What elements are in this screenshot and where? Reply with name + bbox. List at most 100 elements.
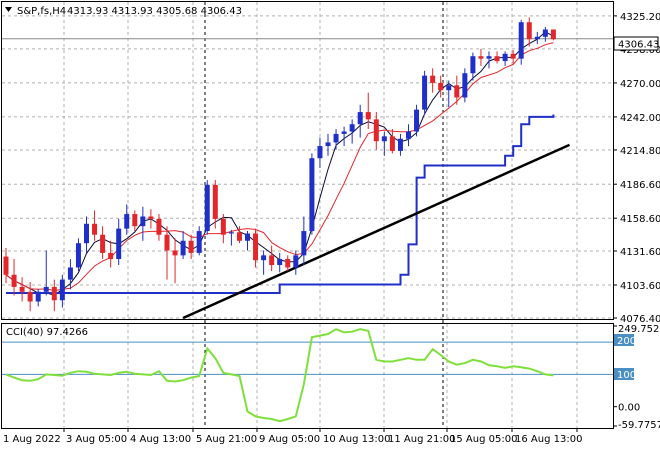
current-price-label: 4306.43 xyxy=(618,40,659,51)
candle-body xyxy=(325,142,331,147)
candle-body xyxy=(494,56,500,62)
time-tick-label: 5 Aug 21:00 xyxy=(196,434,257,445)
candle-body xyxy=(389,136,395,151)
cci-series xyxy=(5,328,554,423)
candle-body xyxy=(228,232,234,234)
candle-body xyxy=(43,286,49,292)
candle-body xyxy=(502,53,508,62)
price-tick-label: 4158.60 xyxy=(620,214,660,225)
cci-level-100-label: 100 xyxy=(617,370,636,381)
cci-level-200-label: 200 xyxy=(617,336,636,347)
cci-tick-label: -59.7757 xyxy=(618,420,660,431)
candle-body xyxy=(253,233,259,261)
candle-body xyxy=(156,218,162,235)
time-tick-label: 15 Aug 05:00 xyxy=(450,434,517,445)
candle-body xyxy=(406,131,411,139)
current-price-tag xyxy=(613,36,659,51)
candle-body xyxy=(92,223,98,235)
cci-level-200-tag xyxy=(614,334,634,346)
time-tick-label: 1 Aug 2022 xyxy=(3,434,61,445)
candle-body xyxy=(11,274,17,287)
candle-body xyxy=(84,223,89,244)
candle-body xyxy=(3,256,9,275)
candle-body xyxy=(534,36,540,40)
cci-label: CCI(40) 97.4266 xyxy=(6,327,88,338)
candle-body xyxy=(349,124,355,132)
candle-body xyxy=(75,243,81,268)
candle-body xyxy=(478,56,484,59)
dropdown-triangle-icon[interactable] xyxy=(5,7,12,12)
candle-body xyxy=(317,146,323,159)
candle-body xyxy=(19,286,25,292)
cci-level-100-tag xyxy=(614,368,634,380)
candle-body xyxy=(164,234,170,251)
time-tick-label: 4 Aug 13:00 xyxy=(130,434,191,445)
candle-body xyxy=(293,255,299,268)
price-tick-label: 4242.00 xyxy=(620,113,660,124)
ohlc-header: 4313.93 4313.93 4305.68 4306.43 xyxy=(67,6,242,17)
candle-body xyxy=(35,291,41,302)
candle-body xyxy=(180,240,186,256)
candle-body xyxy=(309,158,315,232)
candle-body xyxy=(550,29,556,40)
candle-body xyxy=(116,228,122,259)
candle-body xyxy=(422,75,428,110)
candle-body xyxy=(373,119,379,142)
candle-body xyxy=(462,73,468,98)
slow-moving-average xyxy=(5,42,554,292)
candle-body xyxy=(51,286,57,301)
candle-body xyxy=(542,29,548,37)
candle-body xyxy=(59,279,65,301)
candle-body xyxy=(486,56,492,59)
candles xyxy=(3,17,556,312)
candle-body xyxy=(148,216,154,219)
candle-body xyxy=(446,85,452,91)
candle-body xyxy=(438,82,444,91)
price-axis: 4325.204298.004270.004242.004214.804186.… xyxy=(613,12,660,325)
candle-body xyxy=(27,291,33,302)
trendline[interactable] xyxy=(182,143,571,320)
cci-tick-label: 249.7527 xyxy=(618,324,660,335)
price-tick-label: 4270.00 xyxy=(620,79,660,90)
candle-body xyxy=(212,184,218,219)
candle-body xyxy=(277,258,283,266)
candle-body xyxy=(333,133,339,143)
candle-body xyxy=(100,234,106,253)
candle-body xyxy=(430,75,436,83)
candle-body xyxy=(510,53,516,59)
cci-axis: 249.7527 0.00 -59.7757 xyxy=(613,324,660,431)
time-tick-label: 16 Aug 13:00 xyxy=(515,434,582,445)
price-tick-label: 4131.60 xyxy=(620,247,660,258)
candle-body xyxy=(269,255,275,266)
price-tick-label: 4103.60 xyxy=(620,281,660,292)
candle-body xyxy=(301,231,307,256)
candle-body xyxy=(196,231,202,253)
candle-body xyxy=(236,232,242,241)
candle-body xyxy=(188,240,194,253)
price-tick-label: 4325.20 xyxy=(620,12,660,23)
price-tick-label: 4076.40 xyxy=(620,314,660,325)
time-tick-label: 9 Aug 05:00 xyxy=(259,434,320,445)
time-tick-label: 10 Aug 13:00 xyxy=(323,434,390,445)
candle-body xyxy=(518,22,524,59)
candle-body xyxy=(341,131,347,134)
time-axis: 1 Aug 2022 3 Aug 05:00 4 Aug 13:00 5 Aug 21… xyxy=(3,428,582,445)
candle-body xyxy=(381,136,387,142)
symbol-title: S&P,fs,H4 xyxy=(17,6,66,17)
candle-body xyxy=(124,214,130,229)
candle-body xyxy=(261,255,267,261)
candle-body xyxy=(220,218,226,235)
candle-body xyxy=(414,109,420,132)
cci-panel[interactable] xyxy=(1,323,614,429)
candle-body xyxy=(365,112,371,120)
candle-body xyxy=(470,56,476,74)
candle-body xyxy=(397,138,403,151)
time-tick-label: 3 Aug 05:00 xyxy=(66,434,127,445)
trailing-stop-line xyxy=(6,114,555,294)
candle-body xyxy=(285,258,291,268)
cci-tick-label: 0.00 xyxy=(618,403,640,414)
cci-line xyxy=(5,328,554,423)
candle-body xyxy=(245,233,250,241)
candle-body xyxy=(454,85,460,98)
